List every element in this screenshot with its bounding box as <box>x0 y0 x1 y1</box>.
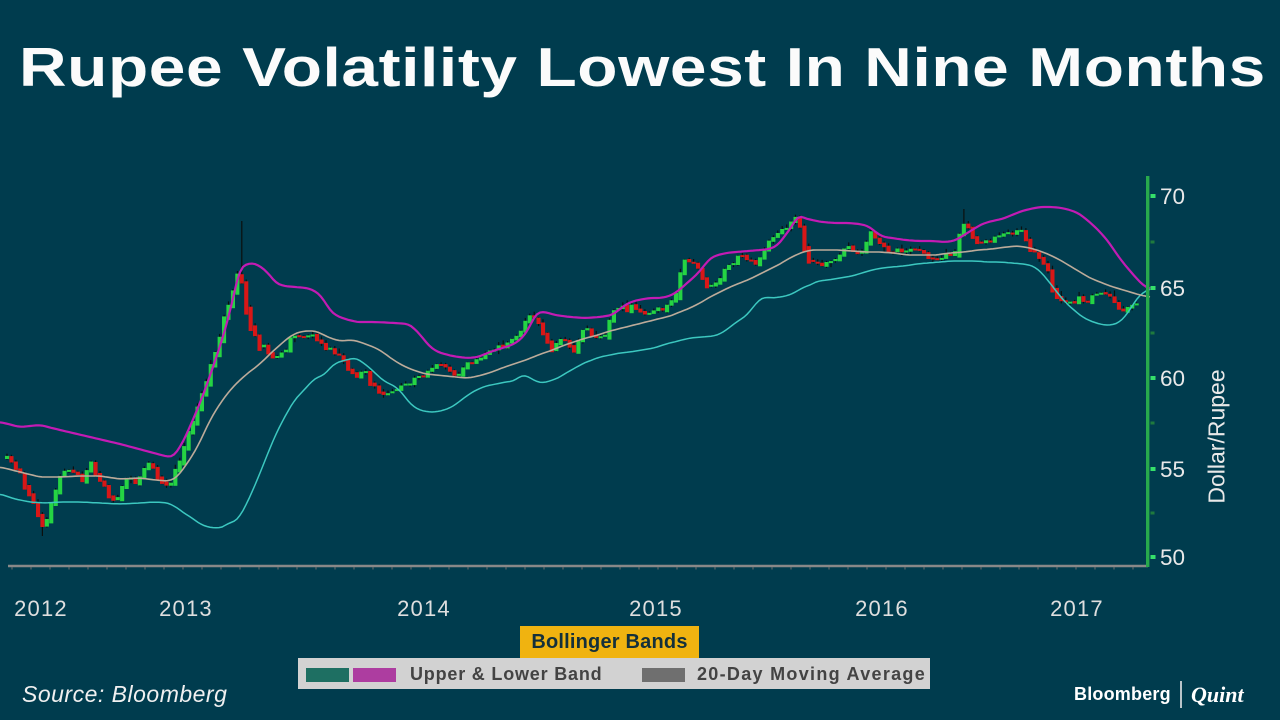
svg-text:2014: 2014 <box>397 596 451 621</box>
svg-text:70: 70 <box>1160 184 1185 209</box>
svg-text:55: 55 <box>1160 457 1185 482</box>
svg-text:2017: 2017 <box>1050 596 1104 621</box>
svg-text:2013: 2013 <box>159 596 213 621</box>
svg-text:65: 65 <box>1160 276 1185 301</box>
svg-text:2016: 2016 <box>855 596 909 621</box>
svg-text:2015: 2015 <box>629 596 683 621</box>
svg-text:60: 60 <box>1160 366 1185 391</box>
svg-text:50: 50 <box>1160 545 1185 570</box>
svg-text:2012: 2012 <box>14 596 68 621</box>
